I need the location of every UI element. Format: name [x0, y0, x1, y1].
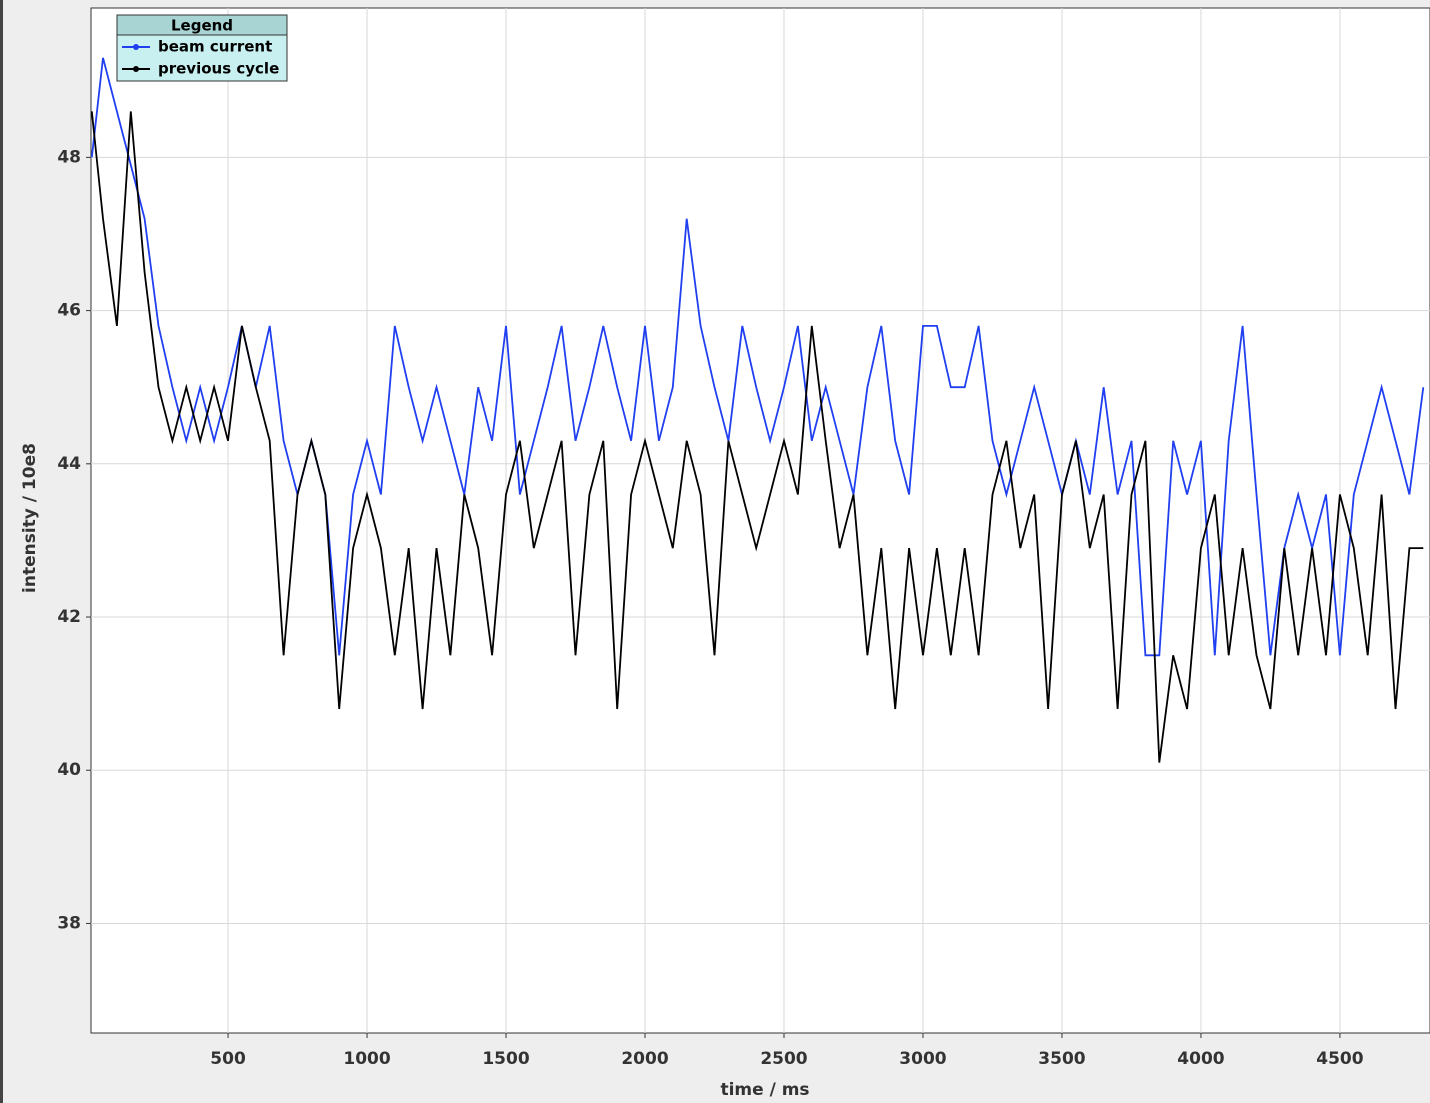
plot-area	[90, 7, 1430, 1034]
y-tick-label: 38	[57, 913, 81, 933]
x-tick-label: 3500	[1038, 1049, 1085, 1069]
x-axis-label: time / ms	[720, 1080, 809, 1100]
window-edge	[0, 0, 3, 1103]
legend-label: beam current	[158, 38, 272, 56]
legend-box	[116, 34, 288, 82]
legend: Legend beam current previous cycle	[116, 14, 288, 82]
x-tick-label: 2000	[621, 1049, 668, 1069]
x-tick-label: 1500	[482, 1049, 529, 1069]
x-tick-label: 4500	[1316, 1049, 1363, 1069]
legend-title: Legend	[171, 17, 233, 35]
x-tick-label: 4000	[1177, 1049, 1224, 1069]
y-axis-label: intensity / 10e8	[20, 443, 40, 593]
x-tick-label: 2500	[760, 1049, 807, 1069]
grid	[91, 8, 1430, 1033]
y-tick-label: 46	[57, 301, 81, 321]
lines	[90, 57, 1425, 763]
y-tick-label: 40	[57, 760, 81, 780]
series-line	[90, 111, 1424, 763]
y-tick-label: 44	[57, 454, 81, 474]
y-tick-label: 42	[57, 607, 81, 627]
x-tick-label: 1000	[343, 1049, 390, 1069]
x-tick-label: 3000	[899, 1049, 946, 1069]
y-tick-label: 48	[57, 147, 81, 167]
legend-label: previous cycle	[158, 60, 279, 78]
legend-marker	[133, 66, 139, 72]
legend-marker	[133, 44, 139, 50]
x-tick-label: 500	[210, 1049, 246, 1069]
